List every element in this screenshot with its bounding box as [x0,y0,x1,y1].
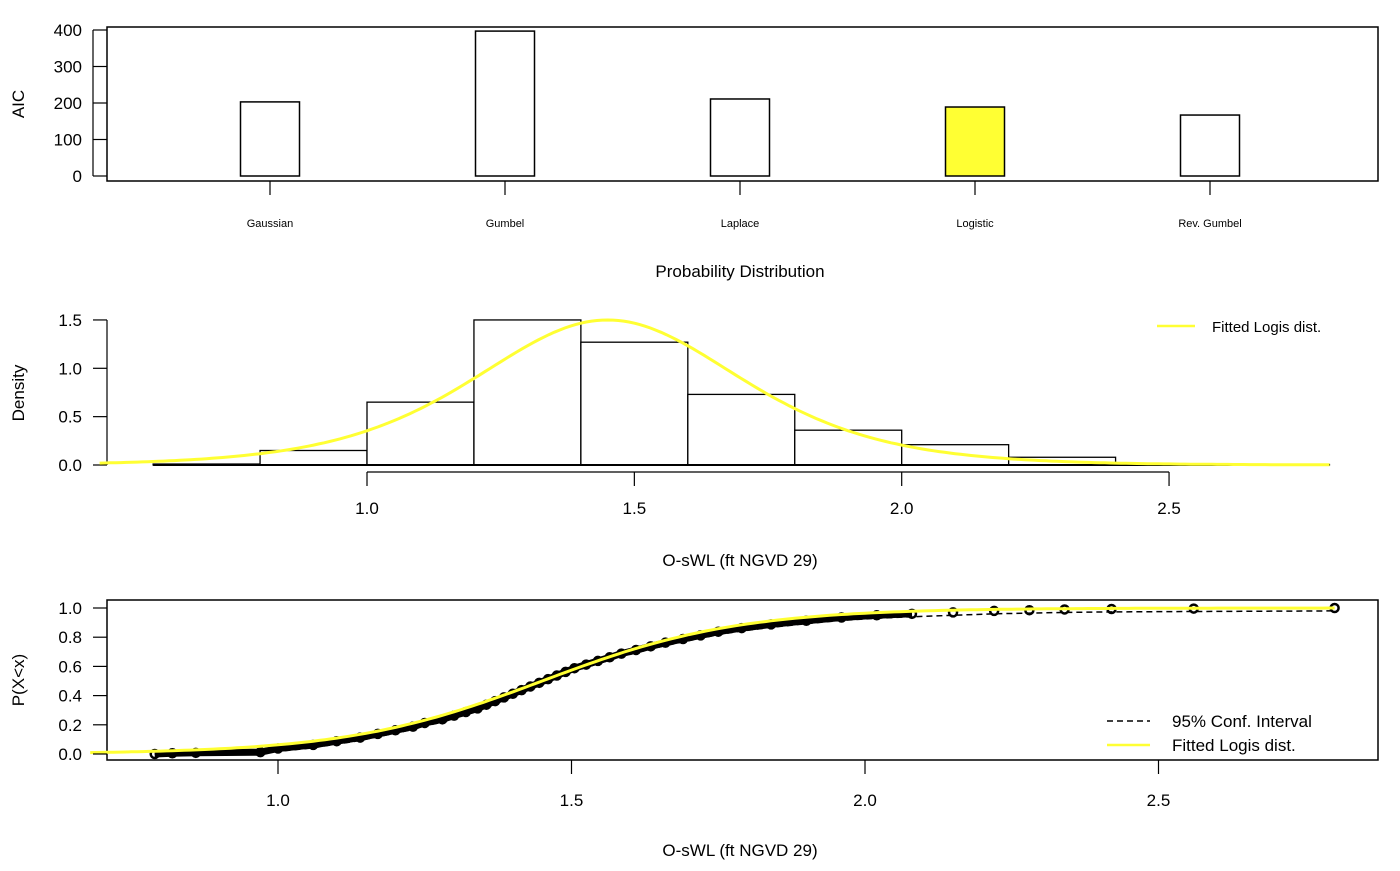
x-tick-label: 1.5 [560,791,584,810]
y-tick-label: 0.2 [58,716,82,735]
y-tick-label: 0.8 [58,628,82,647]
density-histogram-panel: 0.0 0.5 1.0 1.5 1.0 1.5 2.0 2.5 Fitted Logis di… [9,311,1330,570]
histogram-bar [688,394,795,465]
y-tick-label: 0.4 [58,687,82,706]
y-tick-label: 0.0 [58,456,82,475]
legend-fitted-label: Fitted Logis dist. [1212,319,1321,336]
fitted-cdf-curve [90,608,1334,753]
x-axis-label: O-sWL (ft NGVD 29) [662,841,817,860]
bar-gaussian [241,102,300,176]
legend-fitted-label: Fitted Logis dist. [1172,736,1296,755]
x-tick-label: 1.0 [355,499,379,518]
legend-ci-label: 95% Conf. Interval [1172,712,1312,731]
x-tick-label: 1.5 [623,499,647,518]
x-tick-label: 2.5 [1157,499,1181,518]
x-axis-label: Probability Distribution [655,262,824,281]
histogram-bar [474,320,581,465]
x-tick-label: Gaussian [247,218,293,230]
histogram-bar [367,402,474,465]
y-tick-label: 300 [54,58,82,77]
x-tick-label: 2.5 [1147,791,1171,810]
x-tick-label: 2.0 [853,791,877,810]
y-tick-label: 400 [54,21,82,40]
y-tick-label: 1.0 [58,599,82,618]
bar-gumbel [476,31,535,176]
y-axis-label: AIC [9,90,28,118]
y-tick-label: 0.0 [58,745,82,764]
y-tick-label: 0 [73,167,82,186]
bar-logistic [946,107,1005,176]
x-tick-label: Logistic [956,218,994,230]
bar-rev-gumbel [1181,115,1240,176]
y-axis-label: P(X<x) [9,654,28,706]
histogram-bar [581,342,688,465]
y-tick-label: 100 [54,131,82,150]
x-tick-label: 1.0 [266,791,290,810]
x-tick-label: Rev. Gumbel [1178,218,1241,230]
x-axis-label: O-sWL (ft NGVD 29) [662,551,817,570]
bar-laplace [711,99,770,176]
x-tick-label: Gumbel [486,218,525,230]
y-tick-label: 1.0 [58,359,82,378]
cdf-panel: 0.0 0.2 0.4 0.6 0.8 1.0 1.0 1.5 2.0 2.5 95% Conf.… [9,599,1378,860]
x-tick-label: Laplace [721,218,760,230]
x-tick-label: 2.0 [890,499,914,518]
histogram-bar [795,430,902,465]
y-tick-label: 0.6 [58,657,82,676]
y-tick-label: 1.5 [58,311,82,330]
y-tick-label: 0.5 [58,408,82,427]
y-tick-label: 200 [54,94,82,113]
y-axis-label: Density [9,364,28,421]
aic-bar-panel: 0 100 200 300 400 Gaussian Gumbel Laplace Logis… [9,21,1378,281]
